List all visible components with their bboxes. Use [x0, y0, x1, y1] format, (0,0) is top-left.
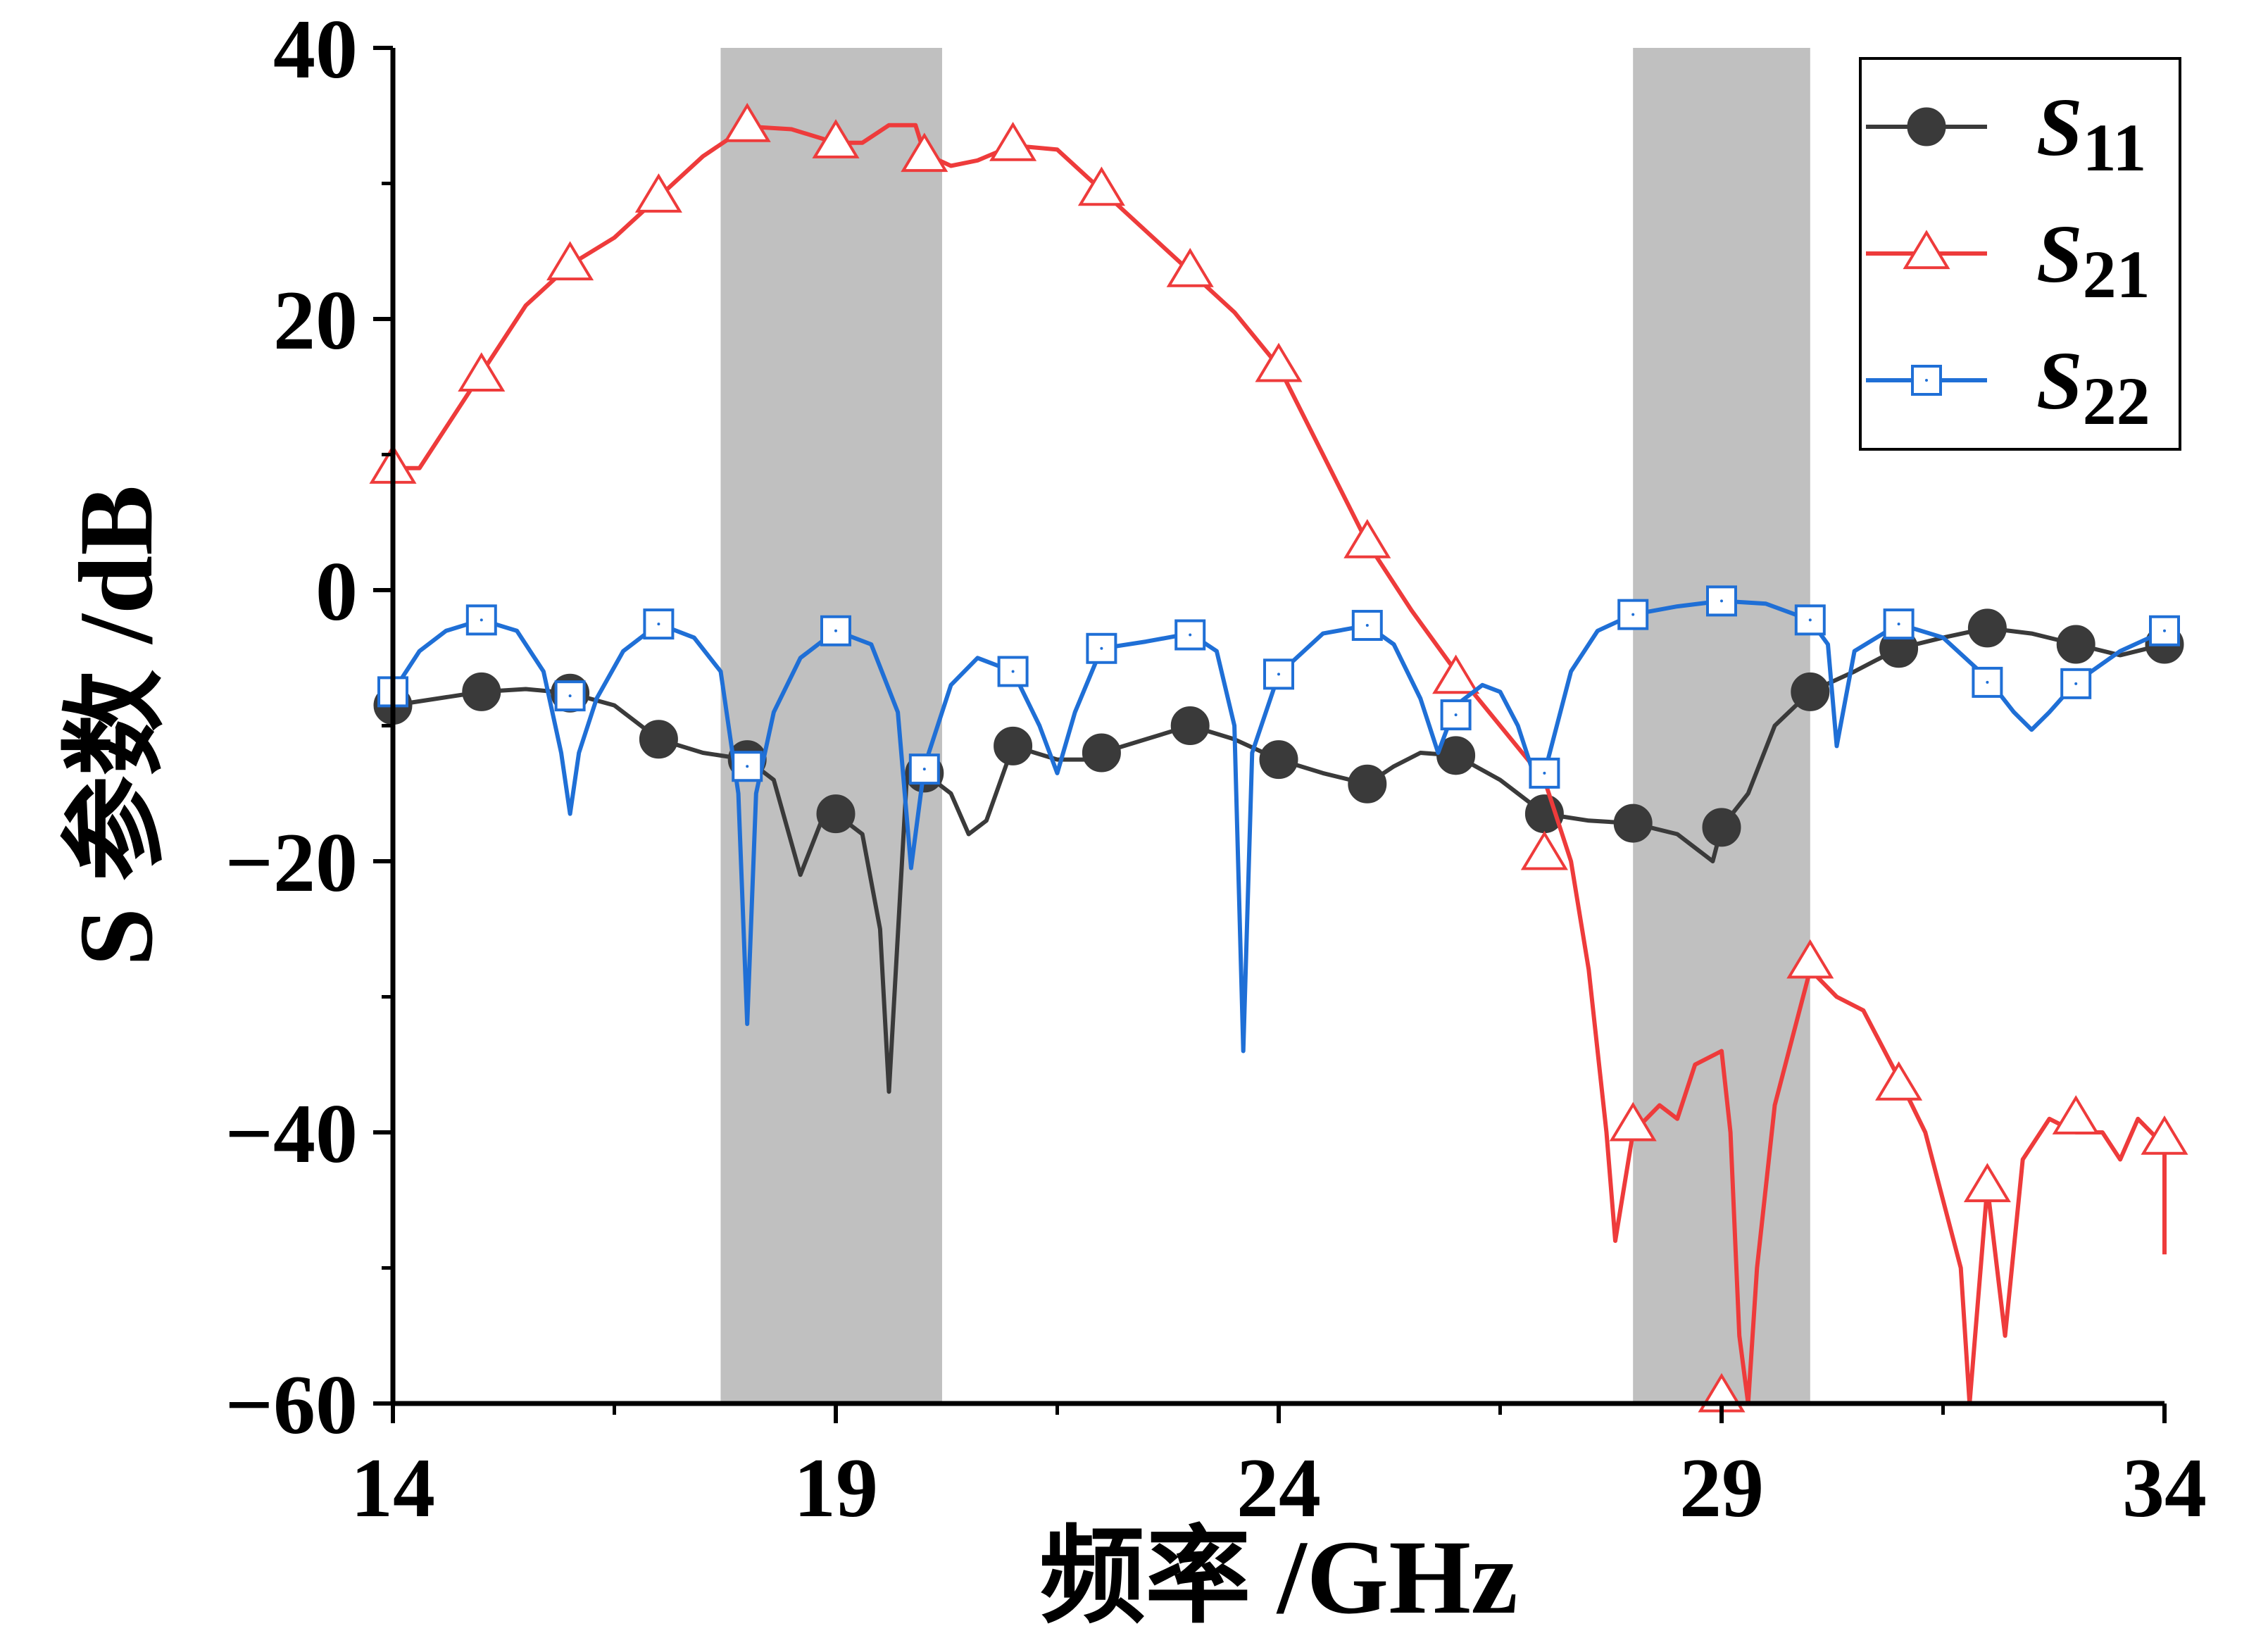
- series-s21: [369, 103, 2188, 1413]
- s21-line: [393, 123, 2167, 1406]
- x-ticks: 14 19 24 29 34: [351, 1403, 2207, 1534]
- s22-marker-dot: [1925, 379, 1928, 382]
- s11-marker: [1967, 608, 2007, 648]
- s22-marker-dot: [1543, 771, 1546, 775]
- s22-marker-dot: [834, 629, 837, 632]
- s21-marker: [723, 103, 771, 142]
- s22-marker-dot: [1277, 673, 1280, 676]
- legend-item-s21: S21: [1866, 208, 2150, 312]
- y-tick-label: −40: [225, 1087, 358, 1180]
- y-tick-label: 20: [273, 273, 358, 367]
- s22-marker-dot: [1454, 713, 1458, 717]
- legend-label: S22: [2036, 335, 2150, 439]
- s22-marker-dot: [480, 618, 483, 622]
- s21-marker: [1903, 230, 1950, 270]
- shaded-band-1: [720, 48, 942, 1403]
- s21-marker: [1963, 1163, 2011, 1203]
- s21-marker: [989, 121, 1037, 161]
- s11-marker: [1348, 764, 1387, 804]
- shaded-bands: [720, 48, 1810, 1403]
- s11-marker: [1907, 107, 1946, 146]
- x-tick-label: 29: [1679, 1441, 1764, 1534]
- s21-marker: [2052, 1095, 2100, 1134]
- s11-marker: [639, 720, 678, 759]
- legend-item-s22: S22: [1866, 335, 2150, 439]
- s22-marker: [1883, 608, 1915, 640]
- y-tick-label: 0: [315, 544, 358, 638]
- legend-label: S11: [2036, 81, 2146, 185]
- x-tick-label: 14: [351, 1441, 435, 1534]
- s22-marker-dot: [1808, 618, 1812, 622]
- s22-marker-dot: [568, 694, 572, 698]
- s21-marker: [1343, 518, 1391, 558]
- s11-marker: [2056, 625, 2095, 664]
- s11-marker: [1082, 733, 1121, 773]
- s21-marker: [1255, 342, 1303, 382]
- s11-marker: [1259, 740, 1298, 780]
- s22-marker-dot: [1100, 646, 1103, 650]
- s21-marker: [2141, 1115, 2188, 1155]
- s11-line: [392, 625, 2165, 1094]
- s21-marker: [546, 241, 594, 281]
- y-axis-title: S 参数 /dB: [58, 485, 175, 967]
- shaded-band-2: [1633, 48, 1810, 1403]
- s21-marker: [634, 173, 682, 213]
- s22-marker: [465, 604, 497, 636]
- s22-marker: [908, 754, 940, 785]
- s21-marker: [812, 119, 860, 158]
- s11-marker: [994, 726, 1033, 765]
- s22-marker: [1174, 619, 1206, 651]
- legend-label: S21: [2036, 208, 2150, 312]
- axes: 14 19 24 29 34 40 20 0 −20 −40 −60: [225, 2, 2207, 1534]
- x-tick-label: 34: [2122, 1441, 2207, 1534]
- s21-marker: [1166, 247, 1214, 287]
- s11-marker: [462, 672, 501, 711]
- y-tick-label: −60: [225, 1358, 358, 1451]
- s22-marker-dot: [746, 765, 749, 768]
- s22-marker-dot: [1720, 599, 1723, 603]
- legend: S11 S21 S22: [1859, 57, 2181, 451]
- s22-marker-dot: [1011, 670, 1015, 673]
- s21-marker: [458, 352, 506, 392]
- x-tick-label: 24: [1236, 1441, 1321, 1534]
- s21-marker: [1609, 1101, 1657, 1142]
- s22-marker-dot: [922, 768, 926, 771]
- s11-marker: [1613, 804, 1653, 843]
- legend-item-s11: S11: [1866, 81, 2146, 185]
- s21-marker: [1520, 830, 1568, 870]
- s22-marker-dot: [2074, 682, 2078, 685]
- series-s22: [377, 585, 2180, 1054]
- s22-marker-dot: [1189, 633, 1192, 637]
- s22-marker-dot: [1631, 613, 1635, 616]
- s11-marker: [1791, 672, 1830, 711]
- series-s11: [373, 608, 2184, 1094]
- s21-marker: [1786, 939, 1834, 979]
- x-axis-title: 频率 /GHz: [1039, 1519, 1517, 1636]
- series-layer: [369, 103, 2188, 1413]
- s11-marker: [1170, 706, 1210, 745]
- s11-marker: [1702, 808, 1741, 847]
- s11-marker: [816, 794, 856, 834]
- s21-marker: [1432, 654, 1480, 694]
- s22-marker-dot: [1365, 624, 1369, 627]
- s21-marker: [1875, 1061, 1923, 1101]
- s22-marker: [1440, 699, 1472, 731]
- s21-marker: [1077, 166, 1125, 206]
- y-tick-label: −20: [225, 815, 358, 909]
- y-ticks: 40 20 0 −20 −40 −60: [225, 2, 393, 1451]
- s22-marker-dot: [1897, 623, 1900, 626]
- s21-marker: [901, 132, 948, 173]
- x-tick-label: 19: [794, 1441, 878, 1534]
- s22-marker-dot: [1986, 680, 1989, 684]
- y-tick-label: 40: [273, 2, 358, 96]
- s22-marker-dot: [2163, 629, 2166, 632]
- s11-marker: [1436, 736, 1476, 775]
- s22-marker-dot: [657, 623, 660, 626]
